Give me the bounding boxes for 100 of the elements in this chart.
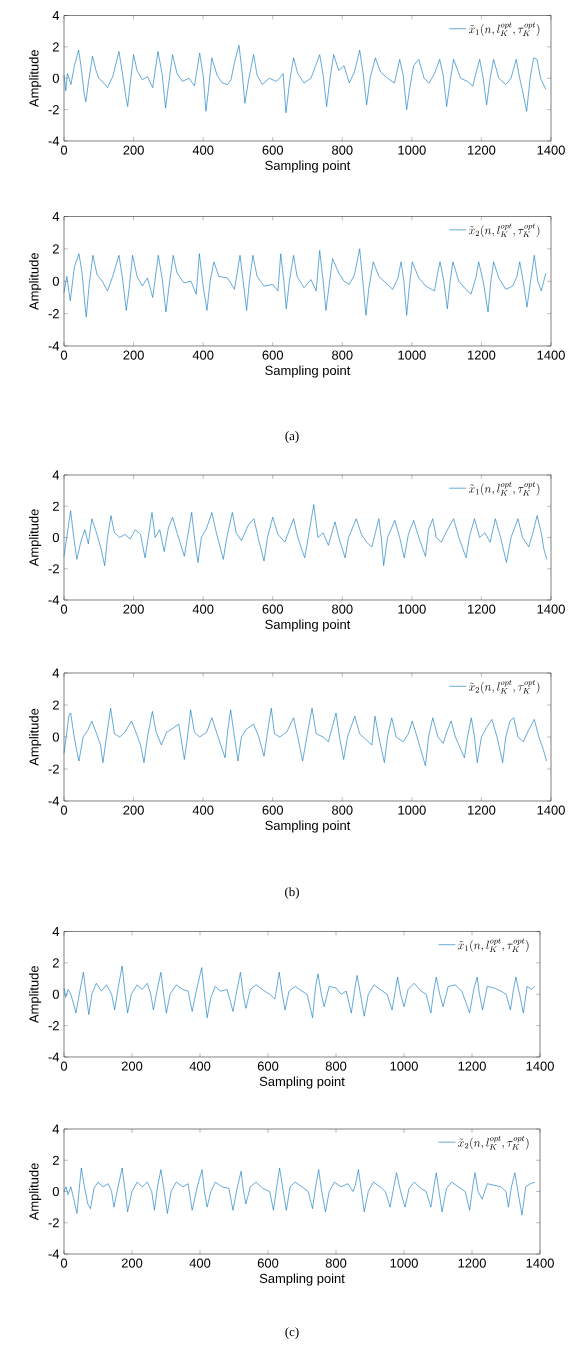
y-tick-label: 2	[52, 700, 59, 710]
x-tick-label: 1400	[537, 350, 565, 360]
y-tick-label: 4	[52, 668, 60, 678]
x-tick-label: 800	[325, 1258, 347, 1268]
x-tick-label: 0	[60, 1258, 68, 1268]
x-tick-label: 1200	[468, 350, 496, 360]
x-tick-label: 800	[332, 604, 353, 614]
x-tick-label: 1200	[458, 1061, 486, 1071]
x-tick-label: 600	[262, 145, 284, 155]
x-tick-label: 600	[257, 1258, 279, 1268]
text: (c)	[285, 1327, 299, 1339]
y-tick-label: -2	[48, 764, 59, 774]
x-tick-label: 0	[60, 805, 68, 815]
x-tick-label: 1200	[468, 805, 496, 815]
legend-label: $\tilde{x}_1(n,l_K^{opt},\tau_K^{opt})$	[468, 22, 540, 37]
x-tick-label: 0	[60, 145, 68, 155]
y-tick-label: -2	[48, 105, 59, 115]
x-tick-label: 200	[121, 1061, 143, 1071]
y-tick-label: -4	[48, 341, 60, 351]
x-axis-title: Sampling point	[265, 160, 351, 173]
x-tick-label: 1000	[398, 145, 426, 155]
y-tick-label: 4	[52, 11, 60, 20]
text: (b)	[285, 887, 299, 899]
x-tick-label: 1400	[526, 1258, 554, 1268]
x-tick-label: 1000	[398, 350, 426, 360]
x-tick-label: 200	[123, 350, 144, 360]
x-tick-label: 1400	[537, 604, 565, 614]
x-tick-label: 600	[262, 604, 284, 614]
x-axis-title: Sampling point	[259, 1076, 345, 1089]
x-tick-label: 1200	[468, 145, 496, 155]
x-tick-label: 1400	[526, 1061, 554, 1071]
x-tick-label: 1000	[390, 1258, 418, 1268]
y-tick-label: 2	[52, 42, 59, 52]
x-tick-label: 400	[189, 1258, 211, 1268]
x-tick-label: 200	[123, 145, 144, 155]
y-axis-title: Amplitude	[29, 1163, 42, 1221]
y-tick-label: -4	[48, 1052, 60, 1062]
y-tick-label: 2	[52, 244, 59, 254]
x-tick-label: 1200	[468, 604, 496, 614]
line-series	[63, 707, 547, 767]
x-tick-label: 800	[332, 350, 353, 360]
x-tick-label: 400	[192, 805, 214, 815]
legend-label: $\tilde{x}_1(n,l_K^{opt},\tau_K^{opt})$	[468, 481, 540, 496]
x-axis-title: Sampling point	[265, 820, 351, 833]
x-tick-label: 800	[332, 145, 353, 155]
x-tick-label: 200	[123, 604, 144, 614]
x-axis-title: Sampling point	[265, 619, 351, 632]
x-tick-label: 1400	[537, 145, 565, 155]
y-tick-label: -2	[48, 564, 59, 574]
y-tick-label: 0	[52, 532, 59, 543]
y-tick-label: 4	[52, 212, 60, 221]
line-series	[63, 504, 548, 566]
y-tick-label: -2	[48, 309, 59, 319]
x-tick-label: 400	[192, 604, 214, 614]
y-tick-label: -4	[48, 1249, 60, 1259]
y-tick-label: -4	[48, 136, 60, 146]
legend-label: $\tilde{x}_2(n,l_K^{opt},\tau_K^{opt})$	[468, 679, 540, 694]
x-axis-title: Sampling point	[259, 1273, 345, 1286]
legend-label: $\tilde{x}_2(n,l_K^{opt},\tau_K^{opt})$	[458, 1135, 529, 1150]
x-tick-label: 600	[262, 805, 284, 815]
x-tick-label: 0	[60, 350, 68, 360]
x-tick-label: 400	[192, 350, 214, 360]
x-axis-title: Sampling point	[265, 365, 351, 378]
y-tick-label: 4	[52, 1124, 60, 1134]
x-tick-label: 600	[262, 350, 284, 360]
y-tick-label: -2	[48, 1218, 59, 1228]
x-tick-label: 1400	[537, 805, 565, 815]
y-tick-label: -4	[48, 595, 60, 605]
legend-label: $\tilde{x}_1(n,l_K^{opt},\tau_K^{opt})$	[458, 938, 529, 953]
y-tick-label: 4	[52, 470, 60, 480]
x-tick-label: 0	[60, 604, 68, 614]
line-series	[63, 44, 547, 114]
y-axis-title: Amplitude	[29, 50, 42, 107]
y-axis-title: Amplitude	[29, 509, 42, 567]
line-series	[63, 965, 536, 1019]
y-tick-label: -4	[48, 796, 60, 806]
x-tick-label: 400	[189, 1061, 211, 1071]
x-tick-label: 200	[121, 1258, 143, 1268]
x-tick-label: 1000	[398, 805, 426, 815]
legend-label: $\tilde{x}_2(n,l_K^{opt},\tau_K^{opt})$	[468, 223, 540, 238]
y-tick-label: 2	[52, 501, 59, 511]
y-tick-label: 2	[52, 1155, 59, 1165]
x-tick-label: 1000	[398, 604, 426, 614]
y-tick-label: 0	[52, 1186, 59, 1197]
y-tick-label: 4	[52, 927, 60, 936]
y-tick-label: 2	[52, 958, 59, 968]
x-tick-label: 1200	[458, 1258, 486, 1268]
x-tick-label: 400	[192, 145, 214, 155]
y-axis-title: Amplitude	[29, 708, 42, 766]
x-tick-label: 800	[325, 1061, 347, 1071]
x-tick-label: 0	[60, 1061, 68, 1071]
x-tick-label: 800	[332, 805, 353, 815]
y-axis-title: Amplitude	[29, 253, 42, 310]
text: (a)	[285, 431, 299, 443]
x-tick-label: 200	[123, 805, 144, 815]
x-tick-label: 600	[257, 1061, 279, 1071]
y-tick-label: -2	[48, 1021, 59, 1031]
x-tick-label: 1000	[390, 1061, 418, 1071]
y-axis-title: Amplitude	[29, 966, 42, 1024]
y-tick-label: 0	[52, 989, 59, 999]
